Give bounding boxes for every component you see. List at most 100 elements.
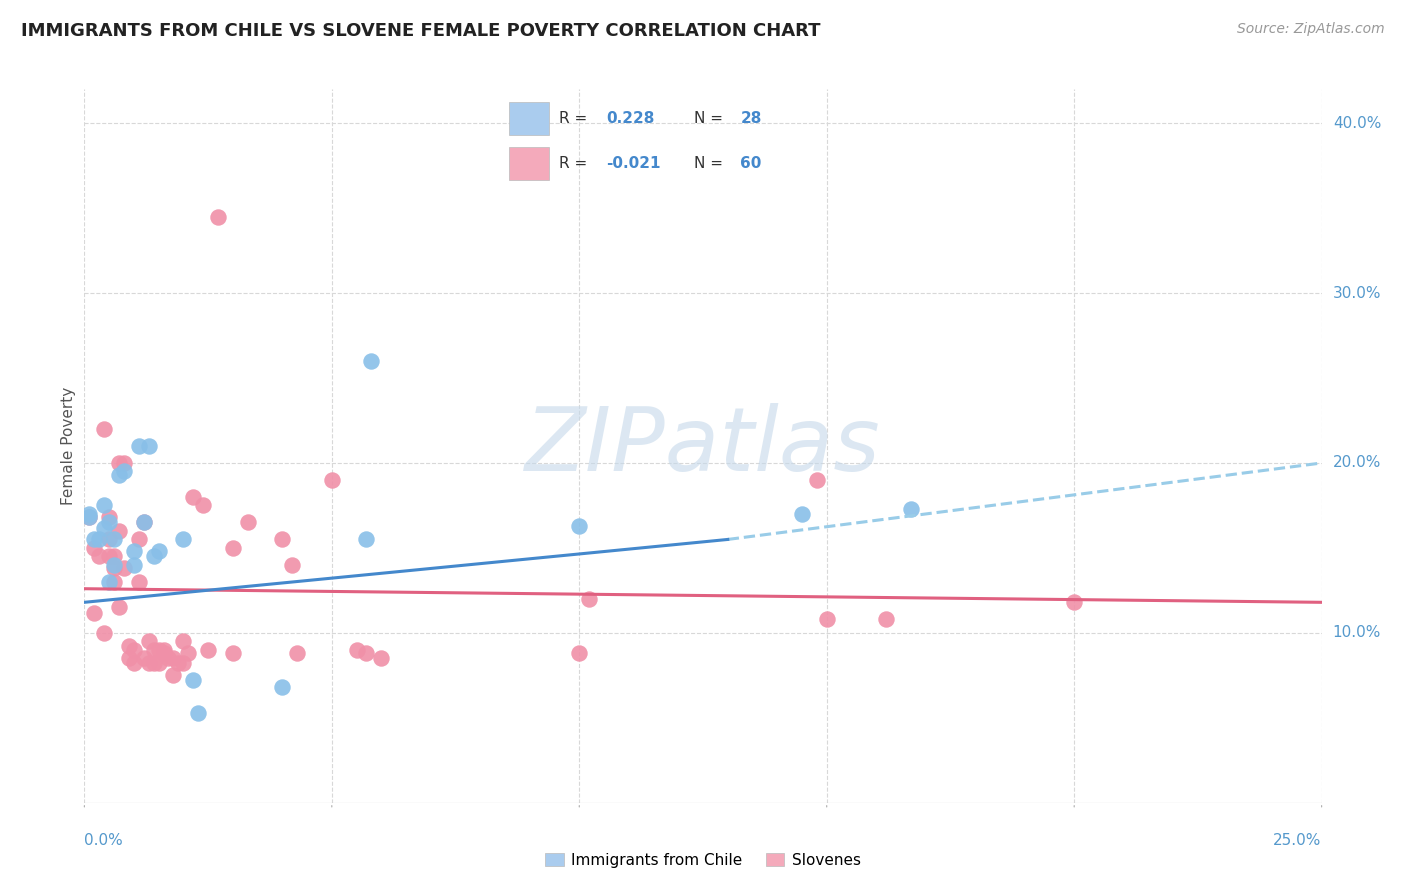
Point — [103, 533, 125, 547]
Y-axis label: Female Poverty: Female Poverty — [60, 387, 76, 505]
Point — [172, 533, 194, 547]
Bar — [509, 147, 550, 180]
Point — [112, 561, 135, 575]
Text: Source: ZipAtlas.com: Source: ZipAtlas.com — [1237, 22, 1385, 37]
Point — [321, 473, 343, 487]
Point — [103, 574, 125, 589]
Point — [103, 561, 125, 575]
Point — [132, 651, 155, 665]
Point — [138, 439, 160, 453]
Text: 40.0%: 40.0% — [1333, 116, 1381, 131]
Point — [356, 533, 378, 547]
Point — [162, 668, 184, 682]
Point — [356, 646, 378, 660]
Point — [138, 657, 160, 671]
Bar — [509, 102, 550, 135]
Text: 20.0%: 20.0% — [1333, 456, 1381, 470]
Point — [138, 634, 160, 648]
Point — [142, 643, 165, 657]
Point — [207, 210, 229, 224]
Point — [79, 507, 101, 521]
Point — [112, 456, 135, 470]
Point — [177, 646, 200, 660]
Point — [122, 544, 145, 558]
Point — [79, 510, 101, 524]
Point — [103, 558, 125, 572]
Point — [98, 549, 121, 564]
Text: 28: 28 — [741, 111, 762, 126]
Point — [89, 533, 111, 547]
Point — [152, 646, 174, 660]
Text: R =: R = — [560, 111, 588, 126]
Point — [103, 549, 125, 564]
Point — [236, 516, 259, 530]
Point — [118, 640, 141, 654]
Point — [271, 533, 294, 547]
Point — [89, 549, 111, 564]
Point — [122, 643, 145, 657]
Point — [187, 706, 209, 720]
Point — [790, 507, 813, 521]
Point — [83, 533, 105, 547]
Point — [108, 456, 131, 470]
Point — [172, 634, 194, 648]
Text: 0.0%: 0.0% — [84, 833, 124, 848]
Point — [271, 680, 294, 694]
Text: 60: 60 — [741, 156, 762, 171]
Point — [108, 524, 131, 538]
Point — [93, 422, 115, 436]
Point — [142, 657, 165, 671]
Point — [148, 544, 170, 558]
Point — [132, 516, 155, 530]
Point — [1063, 595, 1085, 609]
Point — [222, 646, 245, 660]
Point — [875, 612, 897, 626]
Text: ZIPatlas: ZIPatlas — [526, 403, 880, 489]
Point — [142, 549, 165, 564]
Point — [191, 499, 214, 513]
Point — [98, 574, 121, 589]
Point — [122, 657, 145, 671]
Point — [108, 600, 131, 615]
Text: 30.0%: 30.0% — [1333, 285, 1381, 301]
Point — [83, 541, 105, 555]
Point — [108, 467, 131, 482]
Point — [360, 354, 382, 368]
Text: -0.021: -0.021 — [606, 156, 661, 171]
Point — [162, 651, 184, 665]
Point — [122, 558, 145, 572]
Point — [128, 533, 150, 547]
Point — [128, 439, 150, 453]
Text: N =: N = — [693, 111, 723, 126]
Point — [568, 646, 591, 660]
Point — [806, 473, 828, 487]
Point — [181, 490, 204, 504]
Point — [222, 541, 245, 555]
Text: 10.0%: 10.0% — [1333, 625, 1381, 640]
Point — [157, 651, 180, 665]
Point — [281, 558, 304, 572]
Legend: Immigrants from Chile, Slovenes: Immigrants from Chile, Slovenes — [540, 847, 866, 873]
Point — [98, 533, 121, 547]
Point — [578, 591, 600, 606]
Point — [167, 657, 190, 671]
Point — [98, 510, 121, 524]
Point — [93, 520, 115, 534]
Point — [118, 651, 141, 665]
Point — [93, 499, 115, 513]
Point — [148, 643, 170, 657]
Point — [152, 643, 174, 657]
Point — [568, 519, 591, 533]
Text: IMMIGRANTS FROM CHILE VS SLOVENE FEMALE POVERTY CORRELATION CHART: IMMIGRANTS FROM CHILE VS SLOVENE FEMALE … — [21, 22, 821, 40]
Point — [148, 657, 170, 671]
Point — [172, 657, 194, 671]
Point — [79, 510, 101, 524]
Text: N =: N = — [693, 156, 723, 171]
Point — [132, 516, 155, 530]
Text: 0.228: 0.228 — [606, 111, 654, 126]
Point — [93, 626, 115, 640]
Point — [815, 612, 838, 626]
Point — [98, 516, 121, 530]
Point — [181, 673, 204, 688]
Point — [285, 646, 308, 660]
